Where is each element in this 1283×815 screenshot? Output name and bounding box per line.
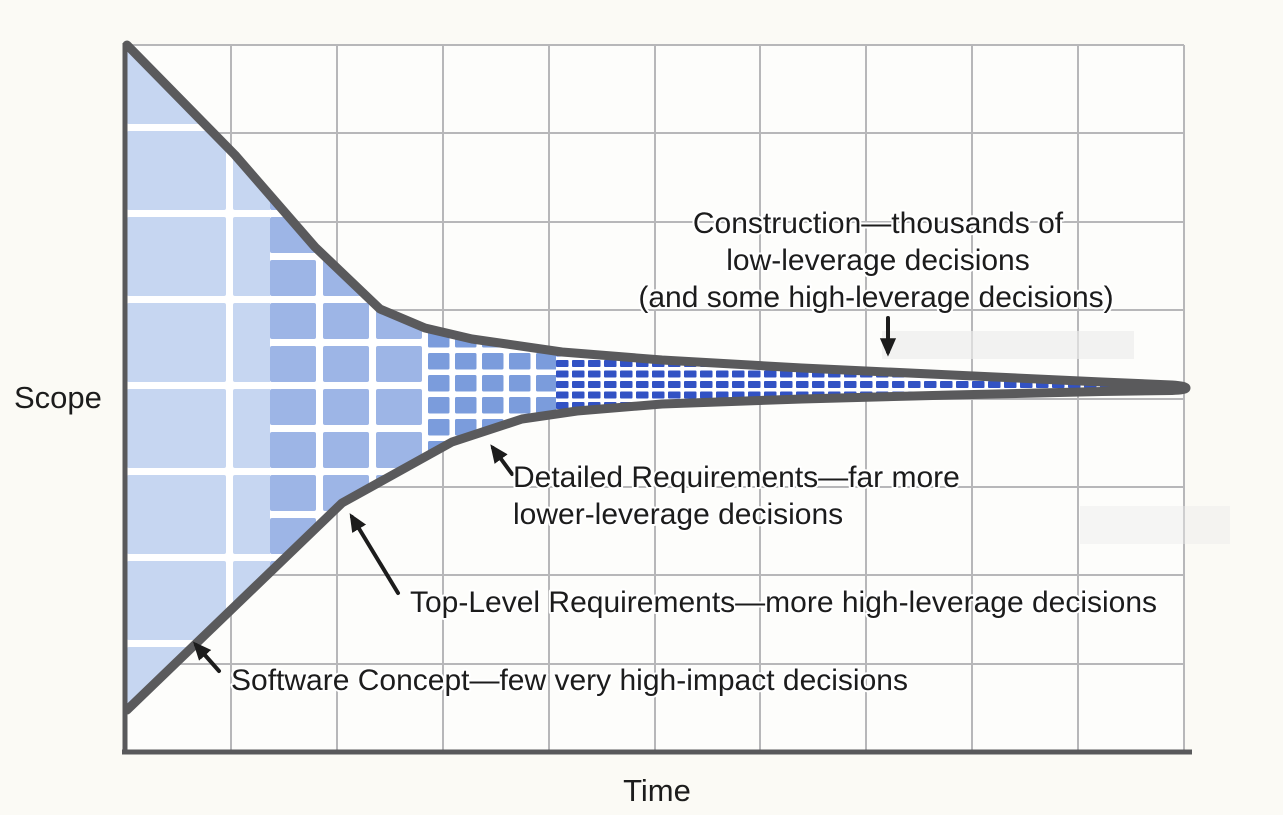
y-axis-label: Scope [14, 380, 102, 415]
software-concept-arrow [192, 641, 221, 673]
top-level-requirements-arrow [349, 513, 400, 595]
annotation-arrows [192, 316, 897, 673]
construction-label-line2: low-leverage decisions [726, 244, 1030, 277]
annotations: Construction—thousands of low-leverage d… [14, 205, 1159, 808]
detailed-requirements-label-line2: lower-leverage decisions [513, 498, 843, 531]
top-level-requirements-label: Top-Level Requirements—more high-leverag… [410, 586, 1157, 619]
construction-label-line3: (and some high-leverage decisions) [638, 281, 1113, 314]
detailed-requirements-label-line1: Detailed Requirements—far more [513, 461, 960, 494]
axes [122, 43, 1192, 755]
x-axis-label: Time [623, 773, 691, 808]
scan-artifact [882, 331, 1134, 359]
detailed-requirements-arrow [490, 444, 514, 476]
construction-label-line1: Construction—thousands of [693, 207, 1064, 240]
software-concept-label: Software Concept—few very high-impact de… [231, 664, 908, 697]
scan-artifact [1080, 506, 1230, 544]
funnel-outline [122, 40, 1191, 715]
